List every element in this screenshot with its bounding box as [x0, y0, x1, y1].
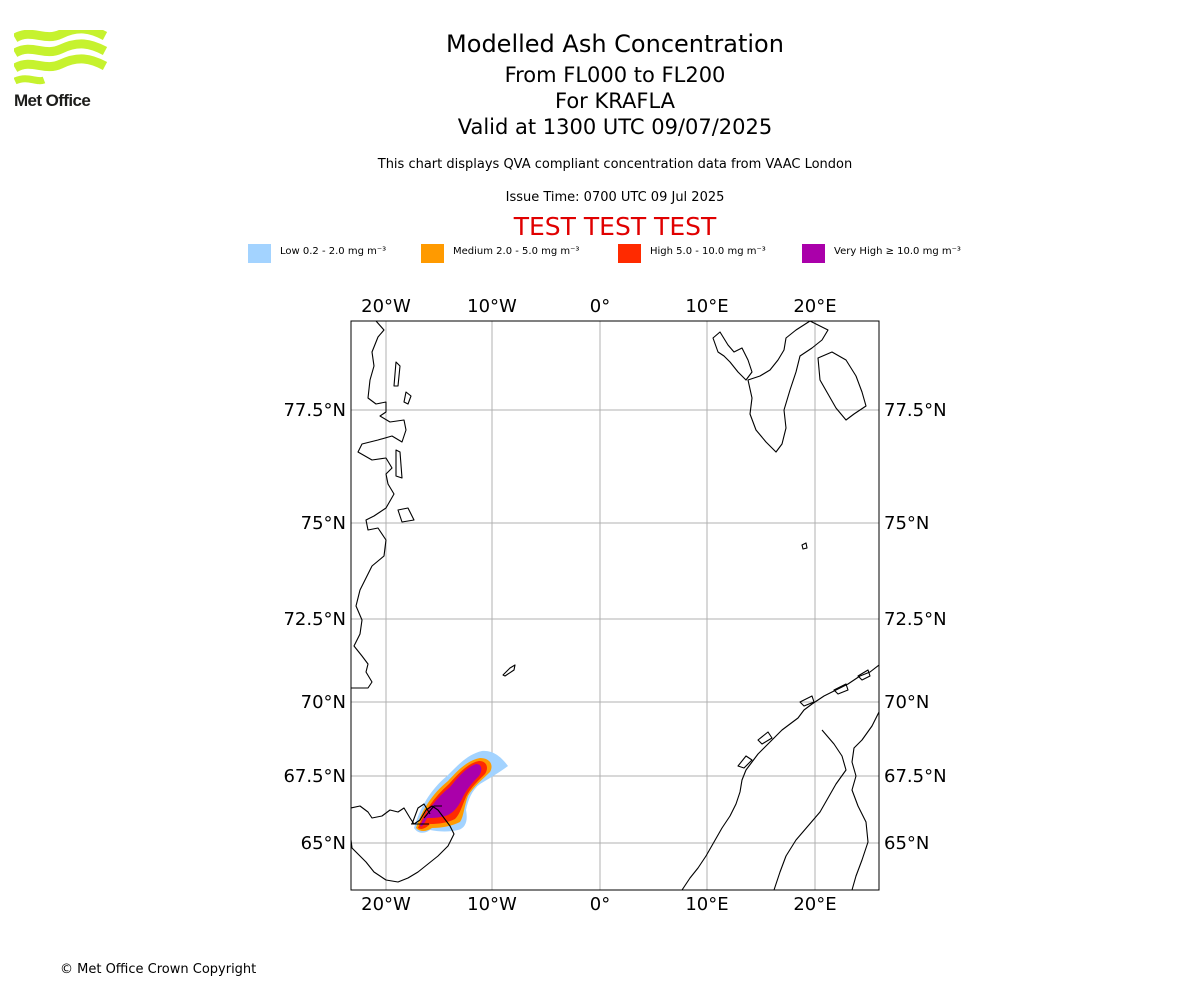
lon-label: 20°E	[793, 894, 836, 915]
legend-label-medium: Medium 2.0 - 5.0 mg m⁻³	[453, 246, 580, 257]
lon-label: 0°	[590, 894, 610, 915]
lat-label: 65°N	[301, 833, 346, 854]
norway-islands	[737, 669, 871, 769]
lat-label: 75°N	[301, 513, 346, 534]
lat-label: 75°N	[884, 513, 929, 534]
lat-label: 70°N	[301, 692, 346, 713]
legend-label-very-high: Very High ≥ 10.0 mg m⁻³	[834, 246, 961, 257]
lat-label: 67.5°N	[884, 766, 947, 787]
page-title: Modelled Ash Concentration	[446, 30, 784, 58]
lon-labels-top: 20°W 10°W 0° 10°E 20°E	[361, 296, 836, 317]
legend-swatch-very-high	[802, 244, 825, 263]
flight-level-range: From FL000 to FL200	[504, 63, 726, 87]
lon-label: 20°E	[793, 296, 836, 317]
bear-island	[801, 542, 808, 550]
greenland-inlet-4	[397, 507, 415, 523]
map-gridlines	[351, 321, 879, 890]
met-office-wave-icon	[14, 30, 108, 85]
greenland-inlet-1	[393, 361, 401, 387]
legend-swatch-high	[618, 244, 641, 263]
logo-text: Met Office	[14, 91, 91, 110]
ash-very-high	[420, 764, 482, 827]
lon-label: 10°E	[685, 296, 728, 317]
lat-label: 72.5°N	[283, 609, 346, 630]
lat-label: 77.5°N	[884, 400, 947, 421]
legend-label-high: High 5.0 - 10.0 mg m⁻³	[650, 246, 766, 257]
test-banner: TEST TEST TEST	[513, 212, 717, 241]
valid-time: Valid at 1300 UTC 09/07/2025	[457, 115, 773, 139]
lat-labels-right: 77.5°N 75°N 72.5°N 70°N 67.5°N 65°N	[884, 400, 947, 854]
norway-coast	[681, 664, 879, 890]
legend-label-low: Low 0.2 - 2.0 mg m⁻³	[280, 246, 387, 257]
jan-mayen	[502, 664, 516, 677]
sweden-finland-border	[851, 711, 879, 890]
lat-label: 65°N	[884, 833, 929, 854]
volcano-name: For KRAFLA	[555, 89, 675, 113]
lat-labels-left: 77.5°N 75°N 72.5°N 70°N 67.5°N 65°N	[283, 400, 346, 854]
lon-label: 10°W	[467, 894, 517, 915]
greenland-inlet-3	[395, 449, 403, 479]
lat-label: 72.5°N	[884, 609, 947, 630]
lat-label: 70°N	[884, 692, 929, 713]
lon-label: 20°W	[361, 894, 411, 915]
map-frame	[350, 320, 880, 891]
issue-time: Issue Time: 0700 UTC 09 Jul 2025	[505, 190, 725, 205]
met-office-logo: Met Office	[14, 30, 108, 112]
iceland-coast	[351, 805, 455, 883]
inland-border	[773, 729, 847, 890]
lon-label: 0°	[590, 296, 610, 317]
svalbard-west	[712, 331, 753, 381]
lon-label: 10°W	[467, 296, 517, 317]
coastlines	[351, 321, 879, 890]
lon-label: 20°W	[361, 296, 411, 317]
lon-label: 10°E	[685, 894, 728, 915]
greenland-coast	[351, 321, 407, 689]
copyright-notice: © Met Office Crown Copyright	[60, 962, 257, 977]
nordaustlandet	[817, 351, 867, 421]
legend-swatch-medium	[421, 244, 444, 263]
ash-plume	[414, 750, 508, 833]
greenland-inlet-2	[403, 391, 412, 405]
lon-labels-bottom: 20°W 10°W 0° 10°E 20°E	[361, 894, 836, 915]
lat-label: 77.5°N	[283, 400, 346, 421]
lat-label: 67.5°N	[283, 766, 346, 787]
legend-swatch-low	[248, 244, 271, 263]
iceland-fjords	[411, 803, 442, 825]
svalbard-east	[747, 321, 829, 453]
chart-description: This chart displays QVA compliant concen…	[377, 157, 853, 172]
